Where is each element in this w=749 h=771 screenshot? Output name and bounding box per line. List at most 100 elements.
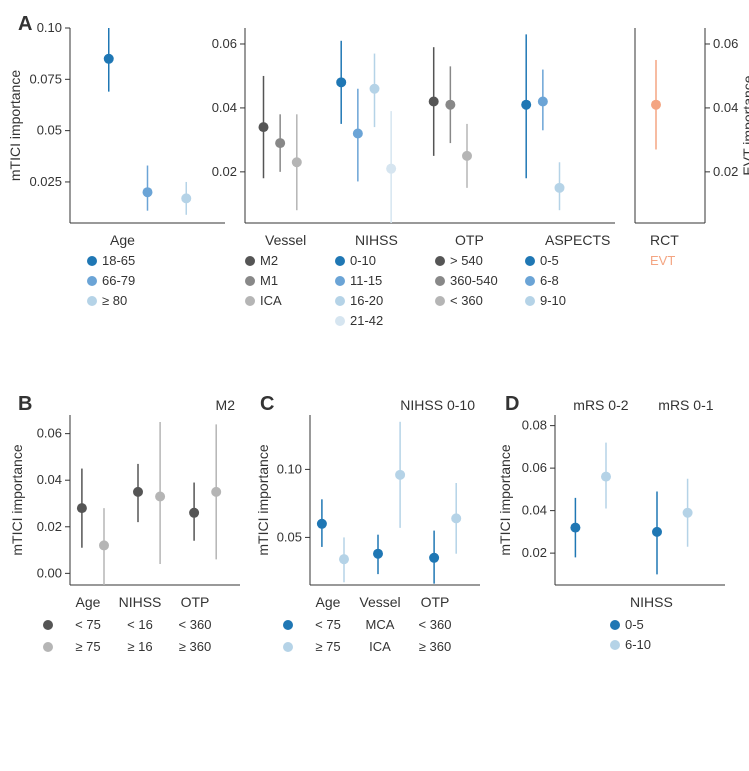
legend-title: NIHSS [355, 232, 398, 248]
data-point [181, 193, 191, 203]
data-point [211, 487, 221, 497]
legend-marker [283, 620, 293, 630]
data-point [429, 97, 439, 107]
legend-marker [610, 640, 620, 650]
ytick-label: 0.075 [29, 71, 62, 86]
ytick-label: 0.04 [713, 100, 738, 115]
ytick-label: 0.06 [37, 426, 62, 441]
group-header: OTP [421, 594, 450, 610]
legend-label: ≥ 75 [315, 639, 340, 654]
data-point [353, 128, 363, 138]
legend-marker [435, 276, 445, 286]
legend-marker [335, 316, 345, 326]
legend-label: 16-20 [350, 293, 383, 308]
data-point [651, 100, 661, 110]
legend-marker [610, 620, 620, 630]
legend-marker [43, 620, 53, 630]
data-point [652, 527, 662, 537]
ytick-label: 0.02 [713, 164, 738, 179]
data-point [462, 151, 472, 161]
legend-label: 21-42 [350, 313, 383, 328]
legend-title-age: Age [110, 232, 135, 248]
data-point [336, 77, 346, 87]
panel-title-c: NIHSS 0-10 [400, 397, 475, 413]
legend-marker [245, 296, 255, 306]
legend-label: ICA [260, 293, 282, 308]
data-point [386, 164, 396, 174]
data-point [77, 503, 87, 513]
ytick-label: 0.02 [212, 164, 237, 179]
legend-marker [435, 296, 445, 306]
panel-label-b: B [18, 393, 32, 415]
ytick-label: 0.10 [277, 461, 302, 476]
data-point [683, 508, 693, 518]
legend-title-nihss: NIHSS [630, 594, 673, 610]
legend-marker [87, 256, 97, 266]
group-header: Vessel [359, 594, 400, 610]
panel-label-c: C [260, 393, 274, 415]
data-point [99, 540, 109, 550]
legend-label: M2 [260, 253, 278, 268]
data-point [317, 519, 327, 529]
ytick-label: 0.10 [37, 20, 62, 35]
legend-label: 6-8 [540, 273, 559, 288]
data-point [373, 549, 383, 559]
data-point [429, 553, 439, 563]
legend-label: ≥ 75 [75, 639, 100, 654]
ylabel-a-right: EVT importance [740, 75, 749, 175]
data-point [155, 492, 165, 502]
ytick-label: 0.06 [522, 460, 547, 475]
legend-label: M1 [260, 273, 278, 288]
group-header: NIHSS [119, 594, 162, 610]
legend-label: 18-65 [102, 253, 135, 268]
data-point [451, 513, 461, 523]
legend-marker [525, 276, 535, 286]
ytick-label: 0.06 [713, 36, 738, 51]
legend-label: < 16 [127, 617, 153, 632]
ytick-label: 0.02 [37, 519, 62, 534]
group-header: Age [76, 594, 101, 610]
legend-title-rct: RCT [650, 232, 679, 248]
legend-marker [525, 256, 535, 266]
data-point [275, 138, 285, 148]
data-point [339, 554, 349, 564]
legend-marker [335, 296, 345, 306]
legend-label: ≥ 360 [179, 639, 211, 654]
data-point [395, 470, 405, 480]
panel-title-d-1: mRS 0-2 [573, 397, 628, 413]
legend-label: < 75 [315, 617, 341, 632]
ylabel-b: mTICI importance [9, 444, 25, 555]
data-point [189, 508, 199, 518]
group-header: OTP [181, 594, 210, 610]
data-point [601, 472, 611, 482]
legend-marker [245, 256, 255, 266]
data-point [538, 97, 548, 107]
data-point [292, 157, 302, 167]
legend-label: 0-10 [350, 253, 376, 268]
ytick-label: 0.00 [37, 565, 62, 580]
ytick-label: 0.06 [212, 36, 237, 51]
legend-label: ICA [369, 639, 391, 654]
ylabel-c: mTICI importance [255, 444, 271, 555]
data-point [104, 54, 114, 64]
legend-label: 0-5 [540, 253, 559, 268]
panel-label-d: D [505, 393, 519, 415]
legend-label: 11-15 [350, 273, 382, 288]
legend-marker [245, 276, 255, 286]
legend-label: < 360 [419, 617, 452, 632]
legend-label: < 360 [179, 617, 212, 632]
legend-label: MCA [366, 617, 395, 632]
legend-label: 360-540 [450, 273, 498, 288]
legend-title: OTP [455, 232, 484, 248]
ytick-label: 0.05 [37, 123, 62, 138]
ytick-label: 0.04 [522, 503, 547, 518]
data-point [259, 122, 269, 132]
legend-label: ≥ 16 [127, 639, 152, 654]
ytick-label: 0.025 [29, 174, 62, 189]
data-point [521, 100, 531, 110]
data-point [143, 187, 153, 197]
legend-marker [43, 642, 53, 652]
group-header: Age [316, 594, 341, 610]
ylabel-a-left: mTICI importance [7, 70, 23, 181]
ytick-label: 0.05 [277, 529, 302, 544]
